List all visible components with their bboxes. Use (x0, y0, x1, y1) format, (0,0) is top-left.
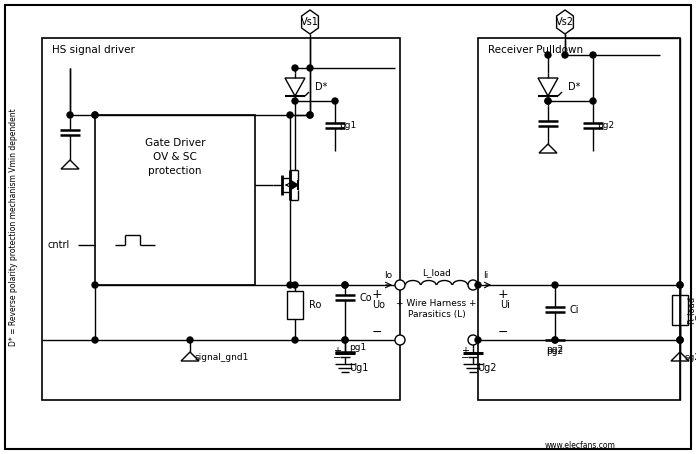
Circle shape (545, 52, 551, 58)
Text: Ug1: Ug1 (349, 363, 368, 373)
Text: Receiver Pulldown: Receiver Pulldown (488, 45, 583, 55)
Circle shape (395, 335, 405, 345)
Text: +: + (461, 346, 469, 356)
Circle shape (292, 98, 298, 104)
Circle shape (342, 282, 348, 288)
Text: pg2: pg2 (597, 122, 614, 130)
Text: −: − (333, 353, 341, 363)
Text: R_load: R_load (686, 296, 695, 324)
Circle shape (677, 282, 683, 288)
Bar (42, 38, 400, 400)
Circle shape (552, 282, 558, 288)
Text: +: + (498, 288, 509, 301)
Circle shape (92, 112, 98, 118)
Text: +: + (372, 288, 382, 301)
Text: Ci: Ci (569, 305, 578, 315)
Circle shape (287, 282, 293, 288)
Text: www.elecfans.com: www.elecfans.com (544, 440, 615, 449)
Circle shape (590, 98, 596, 104)
Circle shape (92, 112, 98, 118)
Text: HS signal driver: HS signal driver (52, 45, 135, 55)
Circle shape (562, 52, 568, 58)
Text: D*: D* (315, 82, 327, 92)
Circle shape (677, 282, 683, 288)
Text: sg2: sg2 (685, 354, 696, 362)
Circle shape (307, 65, 313, 71)
Text: Ro: Ro (309, 300, 322, 310)
Circle shape (545, 98, 551, 104)
Circle shape (468, 335, 478, 345)
Text: Ii: Ii (483, 271, 489, 280)
Circle shape (395, 280, 405, 290)
Text: cntrl: cntrl (48, 240, 70, 250)
Text: + Wire Harness +: + Wire Harness + (396, 298, 477, 307)
Circle shape (287, 112, 293, 118)
Circle shape (677, 337, 683, 343)
Circle shape (187, 337, 193, 343)
Text: −: − (372, 326, 382, 339)
Circle shape (67, 112, 73, 118)
Circle shape (292, 337, 298, 343)
Circle shape (545, 98, 551, 104)
Circle shape (342, 282, 348, 288)
Circle shape (552, 337, 558, 343)
Text: +: + (333, 346, 341, 356)
Circle shape (552, 337, 558, 343)
Circle shape (475, 337, 481, 343)
Text: −: − (498, 326, 509, 339)
Circle shape (92, 282, 98, 288)
Text: Uo: Uo (372, 300, 386, 310)
Text: L_load: L_load (422, 268, 451, 277)
Circle shape (468, 280, 478, 290)
Circle shape (307, 112, 313, 118)
Text: Io: Io (384, 271, 392, 280)
Circle shape (590, 52, 596, 58)
Text: pg2: pg2 (546, 345, 564, 355)
Text: Ui: Ui (500, 300, 510, 310)
Text: Vs2: Vs2 (556, 17, 574, 27)
Circle shape (292, 282, 298, 288)
Text: signal_gnd1: signal_gnd1 (195, 354, 249, 362)
Text: Gate Driver: Gate Driver (145, 138, 205, 148)
Text: OV & SC: OV & SC (153, 152, 197, 162)
Text: Vs1: Vs1 (301, 17, 319, 27)
Bar (478, 38, 680, 400)
Circle shape (342, 337, 348, 343)
Text: protection: protection (148, 166, 202, 176)
Circle shape (475, 282, 481, 288)
Circle shape (307, 112, 313, 118)
Bar (672, 295, 688, 325)
Text: pg1: pg1 (339, 122, 356, 130)
Polygon shape (290, 180, 298, 190)
Text: D*: D* (568, 82, 580, 92)
Bar (287, 291, 303, 319)
Text: pg1: pg1 (349, 344, 366, 352)
Text: −: − (461, 353, 469, 363)
Circle shape (92, 337, 98, 343)
Circle shape (332, 98, 338, 104)
Text: Parasitics (L): Parasitics (L) (408, 311, 466, 320)
Circle shape (677, 337, 683, 343)
Text: pg2: pg2 (546, 347, 564, 356)
Text: D* = Reverse polarity protection mechanism Vmin dependent: D* = Reverse polarity protection mechani… (10, 108, 19, 346)
Bar (95, 115, 255, 285)
Circle shape (677, 337, 683, 343)
Text: Co: Co (359, 293, 372, 303)
Text: Ug2: Ug2 (477, 363, 496, 373)
Circle shape (292, 65, 298, 71)
Circle shape (342, 337, 348, 343)
